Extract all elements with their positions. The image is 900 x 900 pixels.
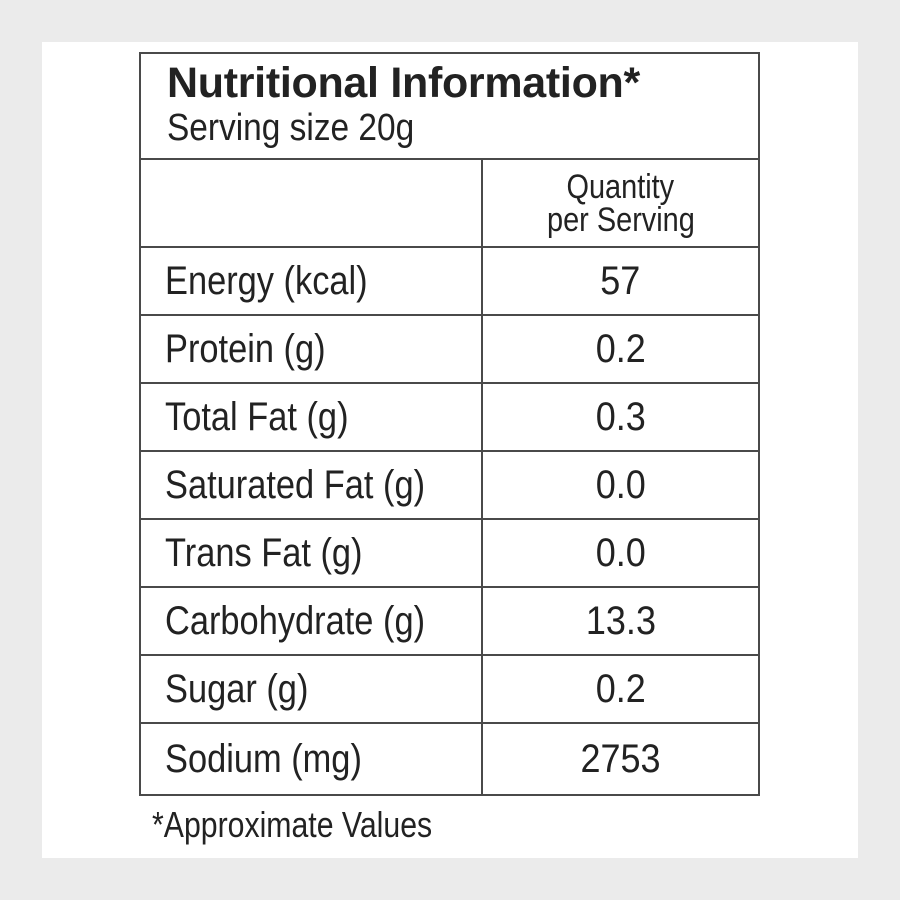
nutrient-trans-fat: Trans Fat (g) <box>165 530 363 575</box>
nutrient-name-cell: Carbohydrate (g) <box>141 588 483 654</box>
serving-size: Serving size 20g <box>167 107 415 149</box>
value-protein: 0.2 <box>595 326 646 371</box>
value-sugar: 0.2 <box>595 666 646 711</box>
nutrient-value-cell: 0.2 <box>483 656 758 722</box>
quantity-header-line2: per Serving <box>546 201 695 239</box>
nutrient-value-cell: 0.2 <box>483 316 758 382</box>
nutrient-name-cell: Protein (g) <box>141 316 483 382</box>
nutrient-value-cell: 57 <box>483 248 758 314</box>
nutrient-sugar: Sugar (g) <box>165 666 309 711</box>
nutrient-value-cell: 0.0 <box>483 520 758 586</box>
nutrient-carbohydrate: Carbohydrate (g) <box>165 598 426 643</box>
table-row: Sodium (mg) 2753 <box>141 724 758 794</box>
nutrient-header-cell <box>141 160 483 246</box>
nutrient-name-cell: Sugar (g) <box>141 656 483 722</box>
value-carbohydrate: 13.3 <box>585 598 656 643</box>
table-row: Total Fat (g) 0.3 <box>141 384 758 452</box>
table-row: Energy (kcal) 57 <box>141 248 758 316</box>
nutrient-name-cell: Sodium (mg) <box>141 724 483 794</box>
value-saturated-fat: 0.0 <box>595 462 646 507</box>
nutrition-table: Nutritional Information* Serving size 20… <box>139 52 760 796</box>
nutrient-value-cell: 0.3 <box>483 384 758 450</box>
table-row: Protein (g) 0.2 <box>141 316 758 384</box>
quantity-header-cell: Quantity per Serving <box>483 160 758 246</box>
nutrition-label-card: Nutritional Information* Serving size 20… <box>42 42 858 858</box>
nutrient-saturated-fat: Saturated Fat (g) <box>165 462 426 507</box>
nutrient-total-fat: Total Fat (g) <box>165 394 349 439</box>
nutrient-name-cell: Trans Fat (g) <box>141 520 483 586</box>
table-row: Sugar (g) 0.2 <box>141 656 758 724</box>
quantity-header-line1: Quantity <box>566 168 675 206</box>
nutrient-name-cell: Energy (kcal) <box>141 248 483 314</box>
value-energy: 57 <box>600 258 641 303</box>
column-header-row: Quantity per Serving <box>141 160 758 248</box>
nutrient-energy: Energy (kcal) <box>165 258 368 303</box>
nutrient-name-cell: Saturated Fat (g) <box>141 452 483 518</box>
nutrition-title: Nutritional Information* <box>167 59 640 107</box>
value-total-fat: 0.3 <box>595 394 646 439</box>
nutrient-protein: Protein (g) <box>165 326 326 371</box>
table-row: Saturated Fat (g) 0.0 <box>141 452 758 520</box>
footnote: *Approximate Values <box>152 804 433 845</box>
nutrient-sodium: Sodium (mg) <box>165 736 362 781</box>
nutrient-value-cell: 0.0 <box>483 452 758 518</box>
nutrient-value-cell: 2753 <box>483 724 758 794</box>
table-row: Carbohydrate (g) 13.3 <box>141 588 758 656</box>
nutrient-name-cell: Total Fat (g) <box>141 384 483 450</box>
title-block: Nutritional Information* Serving size 20… <box>141 54 758 160</box>
value-sodium: 2753 <box>580 736 661 781</box>
nutrient-value-cell: 13.3 <box>483 588 758 654</box>
table-row: Trans Fat (g) 0.0 <box>141 520 758 588</box>
value-trans-fat: 0.0 <box>595 530 646 575</box>
